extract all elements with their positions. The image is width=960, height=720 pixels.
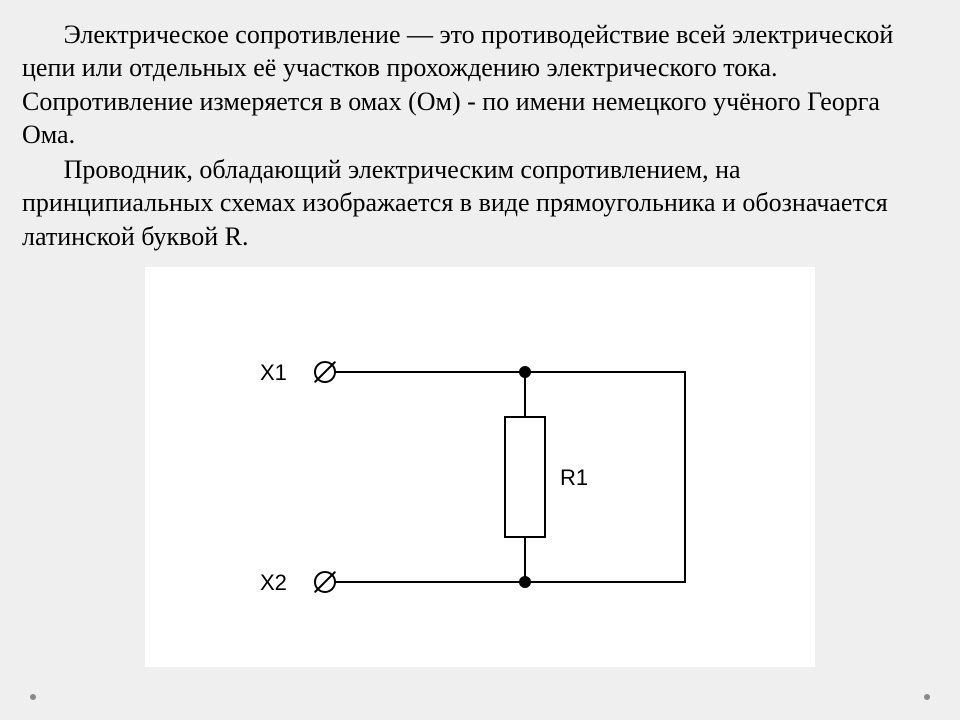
paragraph-1: Электрическое сопротивление — это против… [22,18,938,151]
circuit-svg: R1 X1 X2 [145,267,815,667]
terminal-X1-label: X1 [260,360,287,385]
circuit-diagram: R1 X1 X2 [145,267,815,667]
resistor-label: R1 [560,465,588,490]
paragraph-2: Проводник, обладающий электрическим сопр… [22,153,938,253]
terminal-X2-label: X2 [260,570,287,595]
node-N1 [519,366,531,378]
resistor-rect [505,417,545,537]
slide-handle-br [924,694,930,700]
node-N2 [519,576,531,588]
slide-handle-bl [30,694,36,700]
page-root: Электрическое сопротивление — это против… [0,0,960,720]
